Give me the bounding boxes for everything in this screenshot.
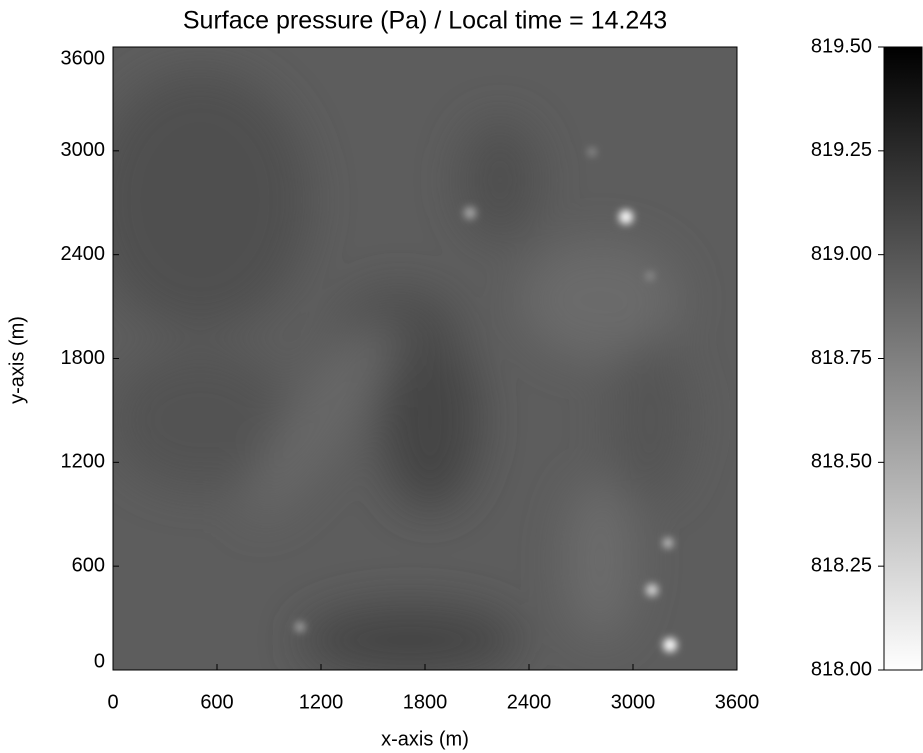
colorbar-tick-label: 818.75	[811, 347, 872, 369]
heatmap-field	[113, 47, 737, 670]
colorbar-tick-label: 818.50	[811, 451, 872, 473]
chart-title: Surface pressure (Pa) / Local time = 14.…	[183, 7, 667, 35]
y-tick-label: 600	[72, 554, 105, 576]
x-tick-label: 1200	[299, 691, 344, 713]
colorbar-tick-label: 819.00	[811, 243, 872, 265]
y-tick-label: 2400	[61, 243, 106, 265]
colorbar-tick-label: 818.00	[811, 658, 872, 680]
y-tick-label: 3600	[61, 47, 106, 69]
colorbar	[883, 46, 923, 671]
y-tick-label: 0	[94, 650, 105, 672]
y-tick-label: 1800	[61, 347, 106, 369]
colorbar-tick-label: 818.25	[811, 554, 872, 576]
y-tick-label: 1200	[61, 451, 106, 473]
x-tick-label: 3000	[611, 691, 656, 713]
x-tick-label: 600	[200, 691, 233, 713]
colorbar-tick-label: 819.25	[811, 139, 872, 161]
x-tick-label: 0	[107, 691, 118, 713]
x-tick-label: 1800	[403, 691, 448, 713]
x-tick-label: 3600	[715, 691, 760, 713]
x-axis-label: x-axis (m)	[381, 728, 469, 750]
y-tick-label: 3000	[61, 139, 106, 161]
colorbar-tick-label: 819.50	[811, 35, 872, 57]
y-axis-label: y-axis (m)	[6, 316, 28, 404]
x-tick-label: 2400	[507, 691, 552, 713]
